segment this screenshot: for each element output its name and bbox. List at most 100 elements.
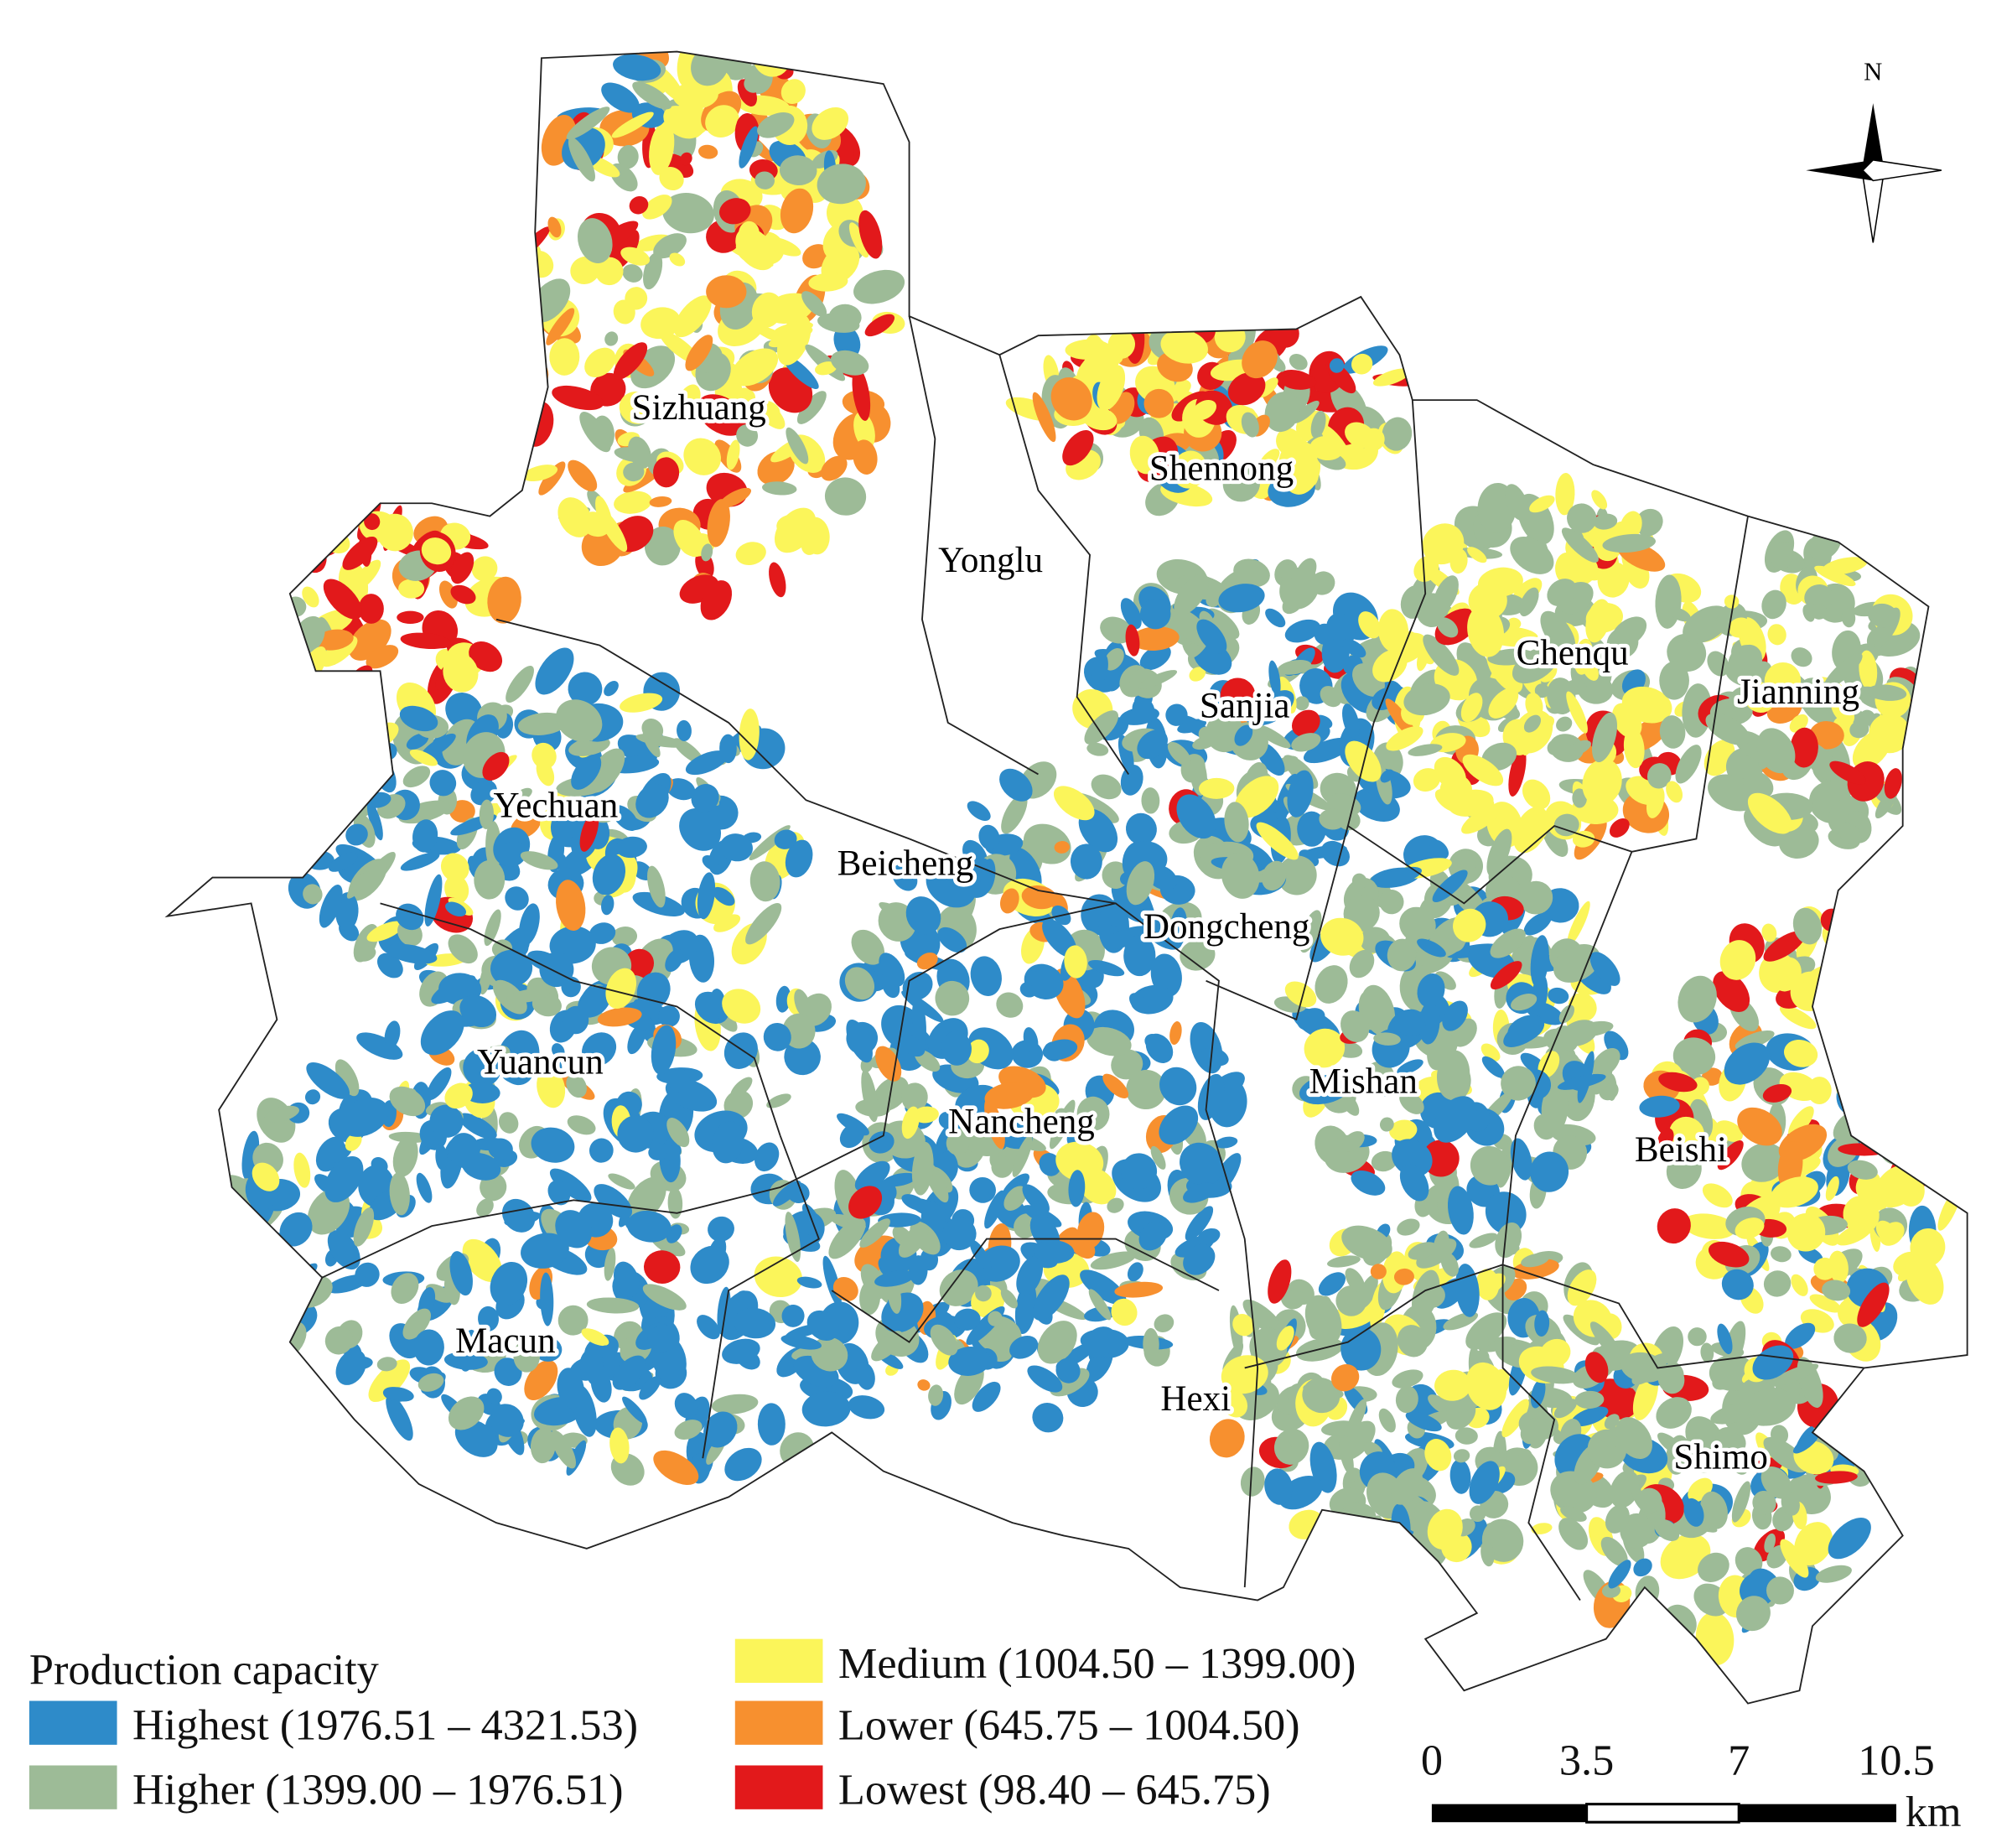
town-label: Dongcheng (1143, 907, 1310, 947)
scale-label: 3.5 (1559, 1736, 1614, 1784)
map-patch (817, 313, 860, 333)
map-patch (1372, 368, 1411, 387)
map-patch (611, 112, 654, 138)
map-patch (751, 292, 783, 329)
map-patch (1240, 1466, 1265, 1497)
map-patch (474, 859, 506, 900)
map-patch (450, 584, 476, 605)
map-patch (398, 579, 425, 599)
map-patch (653, 457, 680, 488)
map-patch (520, 851, 558, 870)
map-patch (327, 1230, 360, 1270)
map-patch (584, 347, 616, 377)
map-patch (766, 1093, 791, 1108)
map-patch (406, 733, 429, 750)
map-patch (708, 1216, 734, 1242)
map-patch (589, 1138, 614, 1163)
map-patch (568, 672, 603, 706)
map-patch (1635, 1575, 1660, 1608)
map-patch (386, 943, 438, 964)
town-label: Shimo (1673, 1438, 1768, 1477)
map-patch (701, 543, 713, 562)
map-patch (294, 1263, 318, 1285)
map-patch (601, 82, 640, 113)
map-patch (1159, 1067, 1197, 1106)
map-patch (514, 787, 532, 802)
map-patch (719, 734, 737, 764)
map-patch (399, 705, 438, 732)
map-patch (377, 953, 403, 979)
map-patch (1763, 1270, 1792, 1297)
map-patch (566, 106, 610, 140)
map-patch (1449, 1459, 1471, 1494)
map-patch (627, 1023, 646, 1055)
map-patch (817, 164, 866, 205)
map-patch (284, 596, 307, 617)
map-patch (705, 105, 739, 138)
scale-label: 0 (1421, 1736, 1443, 1784)
map-patch (346, 871, 370, 899)
map-patch (625, 287, 648, 310)
map-patch (737, 387, 756, 404)
map-patch (351, 559, 381, 592)
map-patch (532, 742, 557, 770)
map-patch (774, 829, 797, 849)
map-patch (1913, 1052, 1946, 1088)
map-patch (617, 145, 639, 169)
map-patch (713, 914, 741, 932)
map-patch (323, 579, 362, 620)
map-patch (1853, 1051, 1878, 1087)
map-patch (620, 693, 663, 713)
town-label: Beishi (1635, 1130, 1727, 1170)
map-patch (1875, 1060, 1889, 1075)
map-patch (444, 875, 469, 904)
map-patch (1874, 972, 1899, 991)
map-patch (738, 221, 760, 247)
map-patch (1097, 365, 1126, 411)
map-patch (649, 122, 675, 175)
map-patch (833, 325, 861, 359)
scale-unit: km (1906, 1788, 1962, 1836)
map-patch (1923, 1015, 1939, 1044)
map-patch (552, 385, 604, 411)
map-patch (409, 749, 438, 766)
arrow-part (1861, 159, 1942, 182)
map-patch (632, 81, 672, 110)
map-patch (719, 198, 751, 225)
map-patch (400, 632, 451, 650)
map-patch (808, 273, 848, 292)
map-patch (294, 535, 327, 574)
map-patch (1556, 716, 1573, 732)
map-patch (967, 801, 991, 821)
map-patch (1913, 1018, 1947, 1052)
map-patch (342, 537, 378, 570)
map-patch (366, 731, 386, 756)
map-patch (848, 1395, 885, 1420)
map-patch (1169, 1021, 1182, 1046)
map-patch (653, 233, 687, 259)
map-patch (373, 732, 387, 761)
map-patch (535, 647, 574, 695)
map-patch (735, 542, 766, 565)
map-patch (1361, 428, 1385, 452)
map-patch (355, 945, 376, 962)
map-patch (556, 880, 586, 932)
map-patch (1172, 450, 1207, 489)
map-patch (604, 331, 619, 346)
map-patch (713, 886, 735, 906)
map-patch (1032, 392, 1056, 443)
map-patch (487, 576, 521, 624)
map-patch (801, 291, 827, 317)
map-patch (1657, 1208, 1691, 1244)
map-patch (736, 424, 759, 447)
map-patch (597, 507, 628, 552)
map-patch (1382, 417, 1413, 451)
map-patch (830, 350, 869, 376)
town-label: Mishan (1309, 1062, 1418, 1102)
map-patch (1378, 1408, 1396, 1433)
town-label: Beicheng (837, 844, 974, 884)
town-label: Sizhuang (632, 388, 766, 428)
map-patch (577, 218, 613, 263)
map-patch (1062, 429, 1094, 466)
